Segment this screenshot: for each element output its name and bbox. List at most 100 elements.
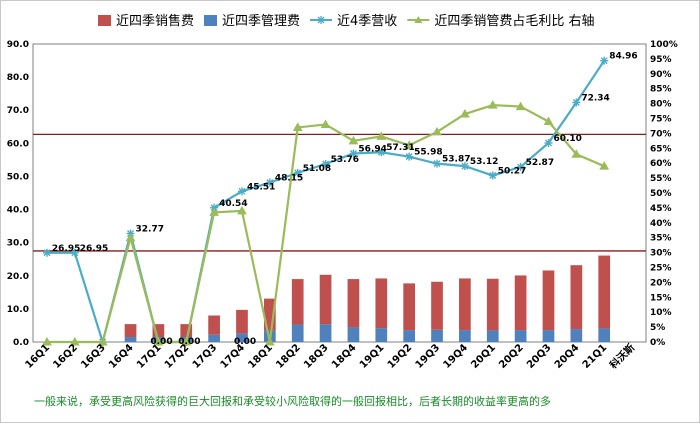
marker-18Q3-近四季销管费占毛利比 右轴 [320,119,331,128]
marker-18Q3-近4季营收 [321,159,330,168]
marker-19Q2-近4季营收 [405,152,414,161]
legend-item-近四季销售费: 近四季销售费 [98,13,194,29]
legend-label: 近四季销管费占毛利比 右轴 [434,14,594,29]
y-tick-label: 70.0 [7,106,29,116]
data-label-18Q1: 48.15 [275,174,303,184]
marker-20Q4-近四季销管费占毛利比 右轴 [571,149,582,158]
bar-19Q1-近四季管理费 [375,328,388,342]
y-tick-label: 40.0 [7,206,29,216]
bar-18Q2-近四季销售费 [291,279,304,325]
marker-17Q3-近四季销管费占毛利比 右轴 [209,207,219,216]
y2-tick-label: 35% [650,234,672,244]
data-labels: 26.95 26.95 32.77 0.00 0.00 40.5445.5148.1551… [52,52,638,347]
bar-18Q3-近四季管理费 [319,324,332,342]
data-label-20Q3: 60.10 [553,134,581,144]
bar-17Q2-近四季销售费 [180,324,193,338]
bar-16Q4-近四季管理费 [124,337,137,342]
y2-tick-label: 85% [650,85,672,95]
y2-tick-label: 40% [650,219,672,229]
bar-20Q1-近四季管理费 [486,330,499,342]
bar-17Q3-近四季销售费 [208,315,220,335]
x-tick-label: 19Q2 [386,342,415,371]
bar-20Q4-近四季管理费 [570,329,583,342]
y2-tick-label: 80% [650,100,672,110]
y2-tick-label: 90% [650,70,672,80]
marker-18Q4-近4季营收 [349,149,358,158]
marker-21Q1-近4季营收 [600,56,609,65]
marker-20Q3-近四季销管费占毛利比 右轴 [543,116,554,125]
data-label-18Q4: 56.94 [358,144,386,154]
legend-item-近4季营收: 近4季营收 [310,14,397,29]
data-label-19Q1: 57.31 [386,143,414,153]
x-tick-label: 科沃斯 [607,341,637,371]
marker-20Q1-近4季营收 [488,171,497,180]
bar-20Q1-近四季销售费 [486,278,499,331]
bar-18Q3-近四季销售费 [319,274,332,325]
marker-17Q1-近四季销管费占毛利比 右轴 [153,336,164,346]
y-tick-label: 50.0 [7,172,29,182]
y2-tick-label: 30% [650,249,672,259]
marker-18Q2-近4季营收 [293,168,302,177]
data-label-17Q4: 45.51 [247,182,275,192]
y-tick-label: 30.0 [7,239,29,249]
marker-20Q2-近四季销管费占毛利比 右轴 [515,101,526,111]
bar-19Q3-近四季销售费 [431,281,443,330]
marker-20Q2-近4季营收 [516,162,525,171]
legend-label: 近4季营收 [337,14,397,29]
x-tick-label: 19Q3 [414,342,443,371]
marker-16Q2-近4季营收 [70,248,79,257]
data-label-20Q1: 50.27 [498,167,526,177]
marker-19Q4-近4季营收 [460,162,469,171]
bar-20Q3-近四季销售费 [542,270,555,331]
x-tick-label: 20Q3 [525,342,554,371]
data-label-19Q2: 55.98 [414,148,442,158]
marker-19Q2-近四季销管费占毛利比 右轴 [404,140,415,149]
marker-18Q1-近4季营收 [265,178,274,187]
bar-16Q4-近四季销售费 [124,324,137,338]
legend-label: 近四季管理费 [222,14,300,29]
bar-17Q4-近四季管理费 [236,333,248,342]
y2-tick-label: 25% [650,264,672,274]
marker-20Q4-近4季营收 [572,98,581,107]
bar-18Q4-近四季销售费 [347,279,360,328]
bar-17Q4-近四季销售费 [236,309,248,334]
bar-18Q4-近四季管理费 [347,327,360,342]
y2-tick-label: 50% [650,189,672,199]
x-tick-label: 20Q2 [497,342,526,371]
x-tick-label: 20Q1 [469,342,498,371]
marker-18Q2-近四季销管费占毛利比 右轴 [292,122,303,131]
y2-tick-label: 20% [650,278,672,288]
legend-item-近四季销管费占毛利比 右轴: 近四季销管费占毛利比 右轴 [407,14,594,29]
data-label-16Q1: 26.95 [52,244,80,254]
bar-20Q4-近四季销售费 [570,265,583,330]
y-tick-label: 10.0 [7,305,29,315]
x-tick-label: 21Q1 [581,342,610,371]
data-label-17Q3: 40.54 [219,199,247,209]
y-tick-label: 80.0 [7,73,29,83]
marker-16Q3-近四季销管费占毛利比 右轴 [97,336,108,346]
y2-tick-label: 70% [650,129,672,139]
bar-21Q1-近四季销售费 [598,255,611,329]
marker-17Q4-近四季销管费占毛利比 右轴 [237,205,247,215]
x-tick-label: 19Q4 [441,342,470,371]
bar-20Q3-近四季管理费 [542,330,555,342]
marker-21Q1-近四季销管费占毛利比 右轴 [599,161,610,170]
y2-tick-label: 15% [650,293,672,303]
y2-tick-label: 10% [650,308,672,318]
bar-19Q2-近四季管理费 [403,330,416,342]
legend: 近四季销售费 近四季管理费 近4季营收 近四季销管费占毛利比 右轴 [98,13,594,29]
x-tick-label: 19Q1 [358,342,387,371]
y2-tick-label: 0% [650,338,665,348]
data-label-18Q3: 53.76 [331,155,359,165]
marker-20Q3-近4季营收 [544,139,553,148]
x-tick-label: 16Q3 [79,342,108,371]
bar-17Q3-近四季管理费 [208,334,220,342]
bar-19Q4-近四季销售费 [459,278,471,331]
y2-tick-label: 65% [650,144,672,154]
y-tick-label: 0.0 [13,338,29,348]
data-label-17Q2: 0.00 [178,337,200,347]
x-tick-label: 18Q4 [330,342,359,371]
y-tick-label: 90.0 [7,40,29,50]
marker-19Q1-近4季营收 [377,148,386,157]
marker-17Q4-近4季营收 [237,187,246,196]
